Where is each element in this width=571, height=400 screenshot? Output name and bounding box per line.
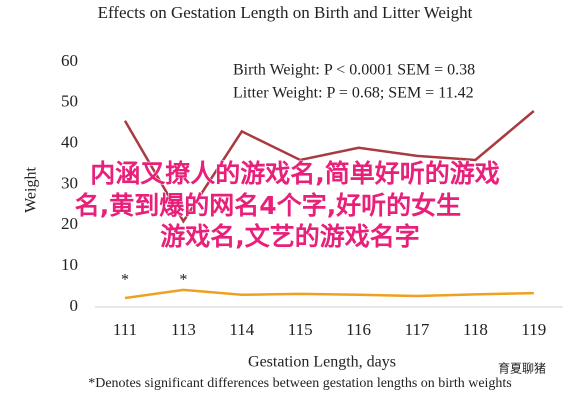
chart-title: Effects on Gestation Length on Birth and…: [98, 3, 473, 22]
y-tick-label: 10: [61, 255, 78, 274]
y-tick-label: 40: [61, 133, 78, 152]
x-axis-label: Gestation Length, days: [248, 354, 396, 371]
y-tick-label: 60: [61, 51, 78, 70]
x-tick-label: 119: [521, 320, 546, 339]
series-line: [124, 288, 534, 300]
significance-marker: *: [179, 272, 187, 289]
y-tick-label: 50: [61, 92, 78, 111]
y-tick-label: 20: [61, 214, 78, 233]
annotation: Birth Weight: P < 0.0001 SEM = 0.38: [233, 62, 475, 79]
x-tick-label: 113: [171, 320, 196, 339]
footnote: *Denotes significant differences between…: [88, 376, 512, 391]
overlay-text: 名,黄到爆的网名4个字,好听的女生: [75, 191, 461, 220]
significance-marker: *: [121, 272, 129, 289]
watermark: 育夏聊猪: [498, 361, 546, 376]
x-tick-label: 114: [229, 320, 254, 339]
y-axis-label: Weight: [23, 167, 40, 213]
y-tick-label: 30: [61, 173, 78, 192]
y-tick-label: 0: [70, 296, 79, 315]
x-tick-label: 118: [463, 320, 488, 339]
x-tick-label: 117: [405, 320, 430, 339]
annotation: Litter Weight: P = 0.68; SEM = 11.42: [233, 85, 474, 102]
overlay-text: 游戏名,文艺的游戏名字: [160, 222, 420, 251]
overlay-text: 内涵又撩人的游戏名,简单好听的游戏: [90, 159, 500, 188]
x-tick-label: 116: [346, 320, 371, 339]
series-line: [123, 110, 535, 224]
x-tick-label: 115: [288, 320, 313, 339]
x-tick-label: 111: [113, 320, 137, 339]
